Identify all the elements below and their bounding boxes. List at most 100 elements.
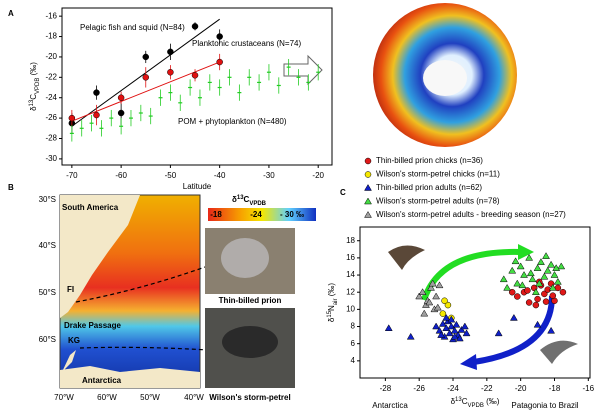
x-tick-label: -20 xyxy=(515,384,527,393)
point xyxy=(533,320,542,328)
plot-frame xyxy=(61,7,333,166)
place-label: FI xyxy=(67,285,74,294)
point xyxy=(528,275,537,283)
x-tick-label: -22 xyxy=(481,384,493,393)
photo-bird xyxy=(222,326,278,358)
point xyxy=(518,281,527,289)
point xyxy=(547,326,556,334)
migration-arrow xyxy=(473,295,555,365)
photo-bird xyxy=(221,238,269,278)
colorbar-label: -18 xyxy=(210,210,222,219)
point xyxy=(549,292,557,299)
point xyxy=(432,322,441,330)
point xyxy=(415,292,424,300)
point xyxy=(433,303,442,311)
antarctic-continent xyxy=(423,60,467,96)
point xyxy=(117,109,125,117)
bird-illustration xyxy=(540,340,578,364)
y-tick-label: 14 xyxy=(346,270,355,279)
point xyxy=(550,271,559,278)
plot-frame xyxy=(359,226,591,379)
y-tick-label: -16 xyxy=(45,11,57,20)
point xyxy=(503,283,512,291)
point xyxy=(542,298,550,305)
panel-label: B xyxy=(8,183,14,192)
text-part: C xyxy=(29,94,38,100)
legend-marker xyxy=(364,157,372,165)
x-axis-label: δ13CVPDB (‰) xyxy=(451,397,500,409)
text-part: δ xyxy=(327,317,336,322)
legend-label: Thin-billed prion chicks (n=36) xyxy=(376,156,483,165)
y-tick-label: -22 xyxy=(45,72,57,81)
point xyxy=(513,279,522,287)
x-tick-label: -18 xyxy=(549,384,561,393)
text-part: C xyxy=(462,397,468,406)
legend-label: Wilson's storm-petrel chicks (n=11) xyxy=(376,170,500,179)
arrow xyxy=(283,54,323,86)
point xyxy=(559,288,567,296)
point xyxy=(508,288,516,296)
point xyxy=(455,334,464,342)
place-label: Antarctica xyxy=(82,376,122,385)
point xyxy=(509,313,518,321)
point xyxy=(142,53,150,61)
y-axis-label: δ15Nair (‰) xyxy=(327,283,339,322)
panel-label: C xyxy=(340,188,346,197)
lat-label: 40°S xyxy=(39,241,56,250)
point xyxy=(93,89,100,96)
point xyxy=(460,322,469,330)
text-part: δ xyxy=(451,397,456,406)
y-tick-label: 10 xyxy=(346,304,355,313)
text-part: N xyxy=(327,305,336,311)
point xyxy=(532,301,540,309)
text-part: (‰) xyxy=(484,397,500,406)
migration-arrow xyxy=(421,248,521,301)
legend-marker xyxy=(364,211,372,218)
legend-label: Wilson's storm-petrel adults - breeding … xyxy=(376,210,566,219)
point xyxy=(457,325,466,333)
x-tick-label: -16 xyxy=(583,384,595,393)
text-part: 13 xyxy=(29,99,35,106)
point xyxy=(524,287,531,294)
text-part: C xyxy=(244,195,250,204)
text-part: VPDB xyxy=(249,201,266,207)
x-end-label: Patagonia to Brazil xyxy=(511,401,578,410)
series-label: Pelagic fish and squid (N=84) xyxy=(80,23,185,32)
photo-caption: Thin-billed prion xyxy=(219,296,282,305)
point xyxy=(525,299,533,306)
land xyxy=(60,350,200,388)
legend-marker xyxy=(364,197,372,205)
point xyxy=(537,258,545,265)
point xyxy=(406,332,415,340)
point xyxy=(142,74,150,81)
point xyxy=(511,257,520,265)
x-tick-label: -60 xyxy=(115,171,127,180)
x-tick-label: -30 xyxy=(263,171,275,180)
y-tick-label: 4 xyxy=(351,356,356,365)
bird-illustration xyxy=(388,245,425,270)
point xyxy=(441,297,448,305)
point xyxy=(447,315,456,323)
arrowhead xyxy=(518,244,534,260)
legend-marker xyxy=(364,171,372,178)
x-end-label: Antarctica xyxy=(372,401,408,410)
point xyxy=(526,269,535,277)
point xyxy=(514,293,521,300)
lat-label: 50°S xyxy=(39,288,56,297)
y-tick-label: -30 xyxy=(45,154,57,163)
point xyxy=(542,252,550,259)
point xyxy=(93,111,100,119)
pointer-line xyxy=(75,265,209,303)
photo-caption: Wilson's storm-petrel xyxy=(209,393,290,402)
land xyxy=(60,195,140,318)
lon-label: 70°W xyxy=(54,393,74,402)
text-part: air xyxy=(333,298,339,305)
place-label: South America xyxy=(62,203,119,212)
point xyxy=(418,288,427,295)
point xyxy=(494,329,503,337)
x-tick-label: -28 xyxy=(380,384,392,393)
point xyxy=(533,264,542,271)
text-part: VPDB xyxy=(35,78,41,94)
